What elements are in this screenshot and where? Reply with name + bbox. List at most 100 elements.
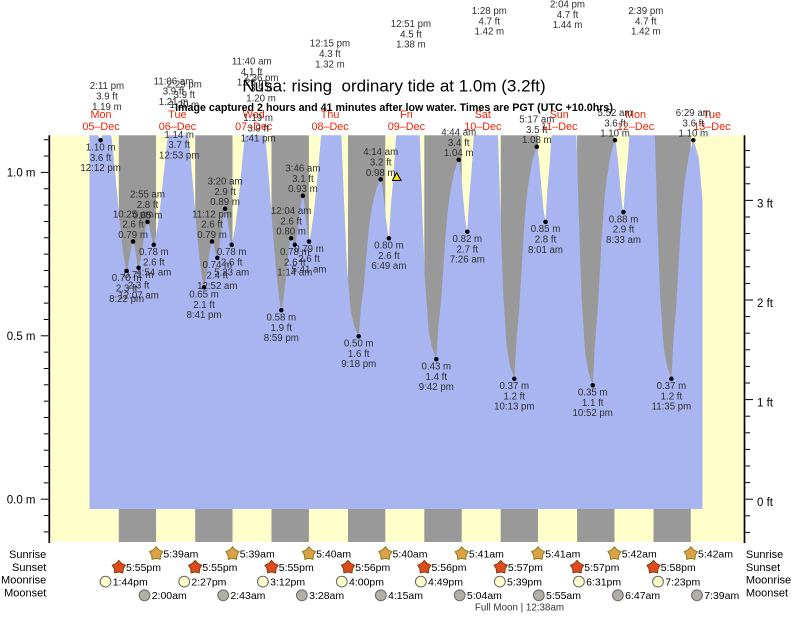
svg-text:5:23 am: 5:23 am [214,268,249,279]
svg-text:Moonrise: Moonrise [1,575,46,587]
svg-text:1.2 ft: 1.2 ft [661,391,683,402]
svg-text:2.8 ft: 2.8 ft [535,235,557,246]
svg-text:8:41 pm: 8:41 pm [186,310,221,321]
svg-text:1:14 am: 1:14 am [277,268,312,279]
svg-text:5:55am: 5:55am [546,590,581,602]
svg-text:0.74 m: 0.74 m [202,260,232,271]
svg-text:3.9 ft: 3.9 ft [163,87,185,98]
svg-text:5:17 am: 5:17 am [519,115,554,126]
svg-text:3 ft: 3 ft [757,198,774,210]
svg-text:1.21 m: 1.21 m [159,97,189,108]
svg-text:12–Dec: 12–Dec [617,121,655,133]
svg-text:5:40am: 5:40am [393,549,428,561]
svg-text:Sunset: Sunset [746,562,780,574]
svg-text:1:28 pm: 1:28 pm [472,6,507,17]
svg-text:3:46 am: 3:46 am [285,164,320,175]
svg-text:11:35 pm: 11:35 pm [652,402,692,413]
svg-text:5:58pm: 5:58pm [661,562,696,574]
svg-text:0.78 m: 0.78 m [217,247,247,258]
svg-text:2.6 ft: 2.6 ft [298,254,320,265]
svg-text:6:29 am: 6:29 am [676,108,711,119]
svg-text:1.0 m: 1.0 m [7,168,36,180]
svg-text:2:04 pm: 2:04 pm [550,0,585,11]
svg-text:Sunset: Sunset [12,562,46,574]
svg-text:2:27pm: 2:27pm [191,577,226,589]
svg-text:12:04 am: 12:04 am [271,206,311,217]
svg-text:8:33 am: 8:33 am [606,235,641,246]
svg-text:5:42am: 5:42am [698,549,733,561]
svg-text:12:07 am: 12:07 am [118,291,158,302]
svg-text:4:15am: 4:15am [388,590,423,602]
svg-text:1.14 m: 1.14 m [164,130,194,141]
svg-text:0.70 m: 0.70 m [112,273,142,284]
svg-text:0.35 m: 0.35 m [578,388,608,399]
svg-text:2:29 pm: 2:29 pm [167,80,202,91]
svg-text:Image captured 2 hours and 41: Image captured 2 hours and 41 minutes af… [175,102,613,114]
svg-text:2:00am: 2:00am [152,590,187,602]
svg-text:13–Dec: 13–Dec [693,121,731,133]
svg-text:0.85 m: 0.85 m [133,210,163,221]
svg-text:5:39am: 5:39am [163,549,198,561]
svg-text:2:36 pm: 2:36 pm [243,73,278,84]
svg-text:4.3 ft: 4.3 ft [319,49,341,60]
svg-text:3.2 ft: 3.2 ft [370,158,392,169]
svg-text:0.88 m: 0.88 m [609,214,639,225]
svg-text:5:41 am: 5:41 am [291,264,326,275]
svg-text:1.2 ft: 1.2 ft [504,391,526,402]
svg-text:4.5 ft: 4.5 ft [400,29,422,40]
svg-text:0.43 m: 0.43 m [421,362,451,373]
svg-text:0.5 m: 0.5 m [7,331,36,343]
svg-text:0.98 m: 0.98 m [366,168,396,179]
svg-text:6:49 am: 6:49 am [371,261,406,272]
svg-text:3.4 ft: 3.4 ft [448,138,470,149]
svg-text:11:12 pm: 11:12 pm [192,209,232,220]
svg-text:3:28am: 3:28am [309,590,344,602]
svg-text:3:12pm: 3:12pm [270,577,305,589]
svg-text:4:14 am: 4:14 am [363,147,398,158]
svg-text:4:00pm: 4:00pm [349,577,384,589]
svg-text:1.32 m: 1.32 m [315,59,345,70]
svg-text:8:01 am: 8:01 am [528,245,563,256]
svg-text:3.1 ft: 3.1 ft [292,174,314,185]
svg-text:2.7 ft: 2.7 ft [457,244,479,255]
svg-text:05–Dec: 05–Dec [82,121,120,133]
svg-text:10:13 pm: 10:13 pm [494,402,534,413]
svg-text:1.26 m: 1.26 m [237,77,267,88]
svg-text:2.9 ft: 2.9 ft [613,225,635,236]
svg-text:1.44 m: 1.44 m [553,20,583,31]
svg-text:3.9 ft: 3.9 ft [96,92,118,103]
svg-text:10–Dec: 10–Dec [464,121,502,133]
svg-text:9:18 pm: 9:18 pm [341,359,376,370]
svg-text:3:20 am: 3:20 am [208,177,243,188]
svg-text:11–Dec: 11–Dec [541,121,578,133]
svg-text:6:47am: 6:47am [625,590,660,602]
svg-text:12:15 pm: 12:15 pm [310,39,350,50]
svg-text:5:55pm: 5:55pm [126,562,161,574]
svg-text:Sat: Sat [475,109,491,121]
svg-text:0.79 m: 0.79 m [294,244,324,255]
svg-text:1.20 m: 1.20 m [169,100,199,111]
svg-text:1.42 m: 1.42 m [631,27,661,38]
svg-text:06–Dec: 06–Dec [159,121,197,133]
svg-text:10:52 pm: 10:52 pm [572,408,612,419]
svg-text:12:53 pm: 12:53 pm [159,150,199,161]
svg-text:08–Dec: 08–Dec [311,121,349,133]
svg-text:0.50 m: 0.50 m [344,339,374,350]
svg-text:5:55pm: 5:55pm [202,562,237,574]
svg-text:0.80 m: 0.80 m [276,227,306,238]
svg-text:Tue: Tue [703,109,721,121]
svg-text:Wed: Wed [243,109,265,121]
svg-text:9:42 pm: 9:42 pm [419,382,454,393]
svg-text:1.42 m: 1.42 m [474,27,504,38]
svg-text:5:39pm: 5:39pm [507,577,542,589]
svg-text:Mon: Mon [90,109,111,121]
svg-text:6:31pm: 6:31pm [586,577,621,589]
svg-text:2.6 ft: 2.6 ft [143,257,165,268]
svg-text:09–Dec: 09–Dec [388,121,426,133]
svg-text:07–Dec: 07–Dec [235,121,273,133]
svg-text:0.79 m: 0.79 m [197,230,227,241]
svg-text:2.6 ft: 2.6 ft [378,251,400,262]
svg-text:2.1 ft: 2.1 ft [193,300,215,311]
svg-text:0.37 m: 0.37 m [499,381,529,392]
svg-text:4:54 am: 4:54 am [136,268,171,279]
